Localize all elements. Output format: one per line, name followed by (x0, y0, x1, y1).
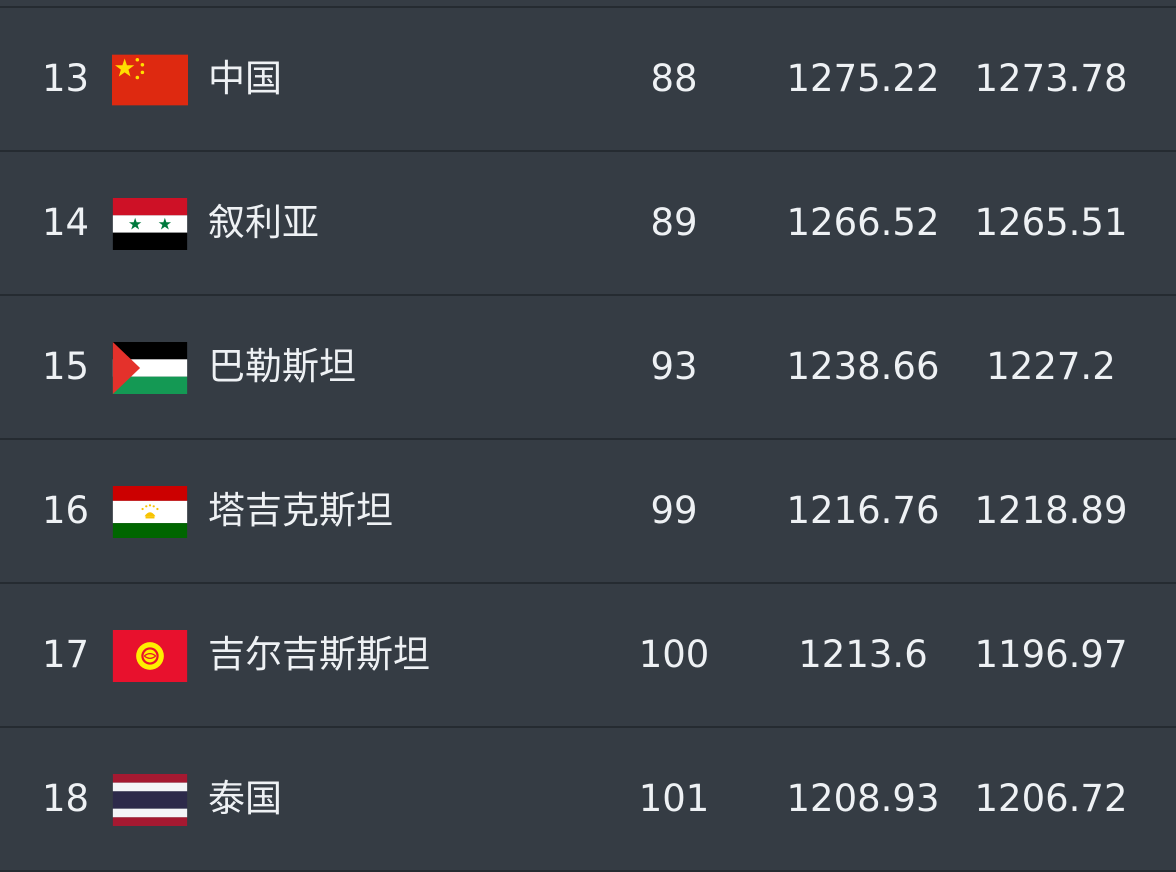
syria-flag-icon (112, 198, 188, 250)
country-name: 泰国 (208, 777, 282, 820)
fifa-rank: 101 (638, 777, 710, 820)
table-row[interactable]: 15 巴勒斯坦 93 1238.66 1227.2 (0, 296, 1176, 440)
table-row[interactable]: 18 泰国 101 1208.93 1206.72 (0, 728, 1176, 872)
country-name: 叙利亚 (208, 201, 319, 244)
fifa-rank: 88 (650, 57, 698, 100)
country-name: 塔吉克斯坦 (208, 489, 393, 532)
thailand-flag-icon (112, 774, 188, 826)
table-row[interactable]: 16 塔吉克斯坦 99 1216.76 1218.89 (0, 440, 1176, 584)
fifa-rank: 93 (650, 345, 698, 388)
points-current: 1216.76 (786, 489, 940, 532)
fifa-rank: 89 (650, 201, 698, 244)
points-current: 1208.93 (786, 777, 940, 820)
table-row[interactable]: 14 叙利亚 89 1266.52 1265.51 (0, 152, 1176, 296)
china-flag-icon (112, 54, 188, 106)
country-name: 吉尔吉斯斯坦 (208, 633, 430, 676)
table-row[interactable]: 13 中国 88 1275.22 1273.78 (0, 8, 1176, 152)
points-previous: 1265.51 (974, 201, 1128, 244)
points-previous: 1206.72 (974, 777, 1128, 820)
points-previous: 1218.89 (974, 489, 1128, 532)
points-current: 1275.22 (786, 57, 940, 100)
rank-number: 14 (42, 201, 90, 244)
rank-number: 13 (42, 57, 90, 100)
kyrgyzstan-flag-icon (112, 630, 188, 682)
points-current: 1266.52 (786, 201, 940, 244)
points-previous: 1227.2 (986, 345, 1116, 388)
table-row[interactable]: 17 吉尔吉斯斯坦 100 1213.6 1196.97 (0, 584, 1176, 728)
fifa-rank: 100 (638, 633, 710, 676)
country-name: 中国 (208, 57, 282, 100)
country-name: 巴勒斯坦 (208, 345, 356, 388)
rank-number: 16 (42, 489, 90, 532)
tajikistan-flag-icon (112, 486, 188, 538)
rank-number: 17 (42, 633, 90, 676)
rank-number: 18 (42, 777, 90, 820)
divider (0, 6, 1176, 8)
points-current: 1238.66 (786, 345, 940, 388)
fifa-rank: 99 (650, 489, 698, 532)
points-current: 1213.6 (798, 633, 928, 676)
points-previous: 1196.97 (974, 633, 1128, 676)
points-previous: 1273.78 (974, 57, 1128, 100)
rank-number: 15 (42, 345, 90, 388)
palestine-flag-icon (112, 342, 188, 394)
